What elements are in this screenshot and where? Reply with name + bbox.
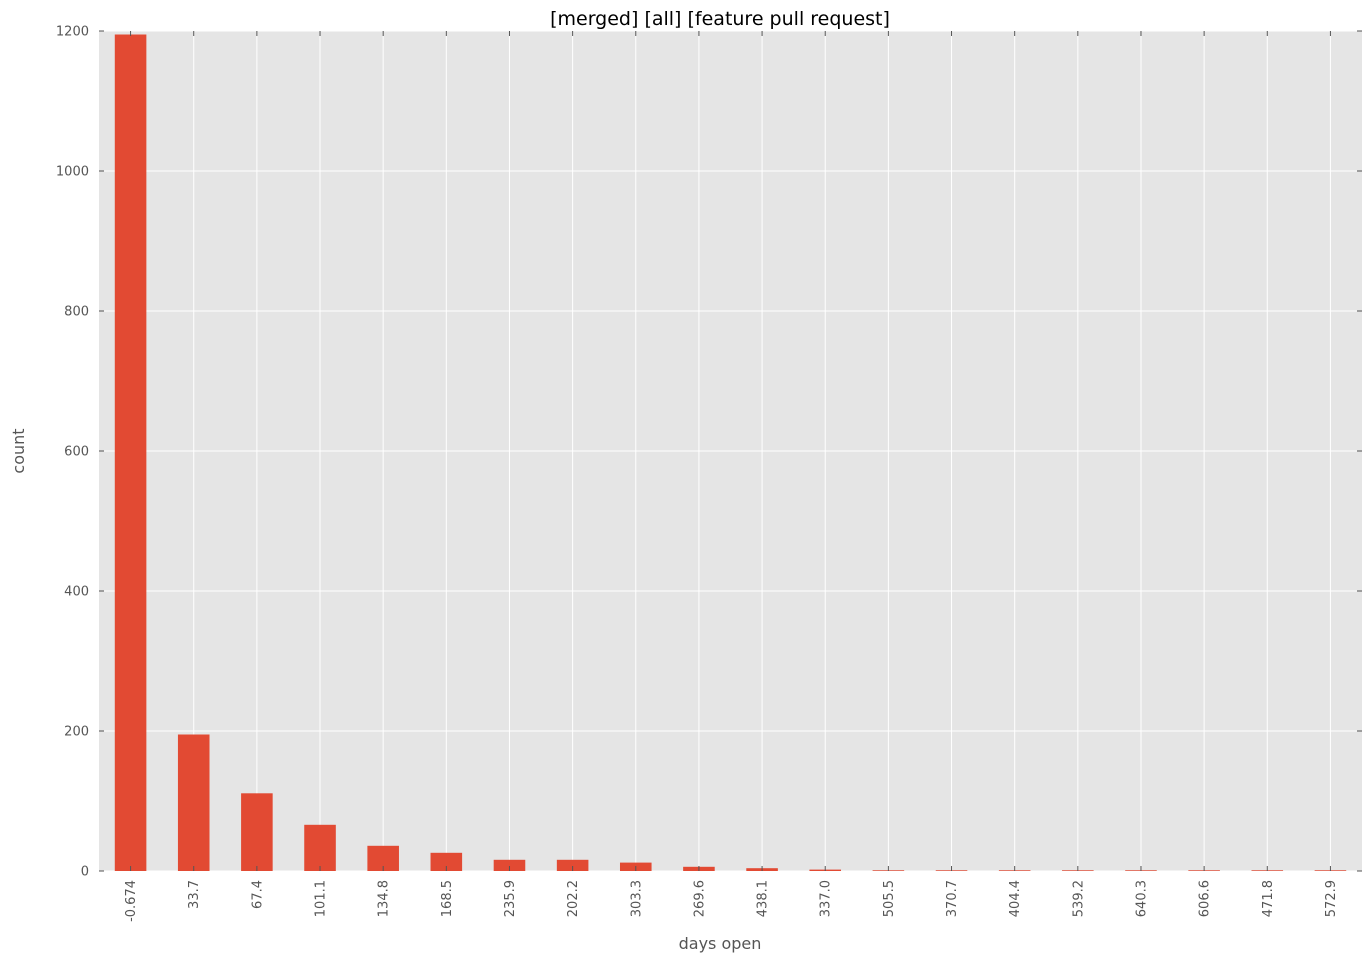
x-tick-label: 539.2 (1071, 880, 1086, 917)
y-tick-label: 200 (64, 725, 89, 740)
bar (114, 34, 147, 871)
x-tick-label: 438.1 (756, 880, 771, 917)
bar (304, 824, 336, 871)
bar (493, 859, 526, 871)
y-tick-label: 1200 (56, 25, 89, 40)
x-tick-label: 202.2 (566, 880, 581, 917)
grid-lines (99, 30, 1362, 872)
y-tick-label: 400 (64, 585, 89, 600)
x-tick-label: 404.4 (1008, 880, 1023, 917)
x-tick-label: 168.5 (440, 880, 455, 917)
bar (430, 852, 463, 871)
x-axis-ticks: -0.674 33.7 67.4 101.1 134.8 168.5 235.9 202.2 3… (124, 31, 1339, 922)
x-tick-label: 235.9 (503, 880, 518, 917)
x-axis-label: days open (679, 934, 762, 953)
y-tick-label: 800 (64, 305, 89, 320)
chart-title: [merged] [all] [feature pull request] (550, 8, 890, 30)
x-tick-label: 303.3 (629, 880, 644, 917)
bar (241, 793, 273, 871)
y-axis-label: count (9, 428, 28, 473)
y-tick-label: 0 (81, 865, 89, 880)
x-tick-label: 505.5 (882, 880, 897, 917)
x-tick-label: 269.6 (692, 880, 707, 917)
bar (556, 859, 589, 871)
y-axis-ticks: 0 200 400 600 800 1000 1200 (56, 25, 1362, 880)
x-tick-label: 33.7 (187, 880, 202, 909)
x-tick-label: 640.3 (1134, 880, 1149, 917)
bars (114, 34, 1347, 871)
x-tick-label: 370.7 (945, 880, 960, 917)
x-tick-label: 471.8 (1261, 880, 1276, 917)
y-tick-label: 600 (64, 445, 89, 460)
x-tick-label: 101.1 (314, 880, 329, 917)
y-tick-label: 1000 (56, 165, 89, 180)
x-tick-label: 67.4 (250, 880, 265, 909)
x-tick-label: 606.6 (1198, 880, 1213, 917)
x-tick-label: -0.674 (124, 880, 139, 922)
bar (177, 734, 210, 871)
x-tick-label: 337.0 (819, 880, 834, 917)
x-tick-label: 572.9 (1324, 880, 1339, 917)
x-tick-label: 134.8 (377, 880, 392, 917)
